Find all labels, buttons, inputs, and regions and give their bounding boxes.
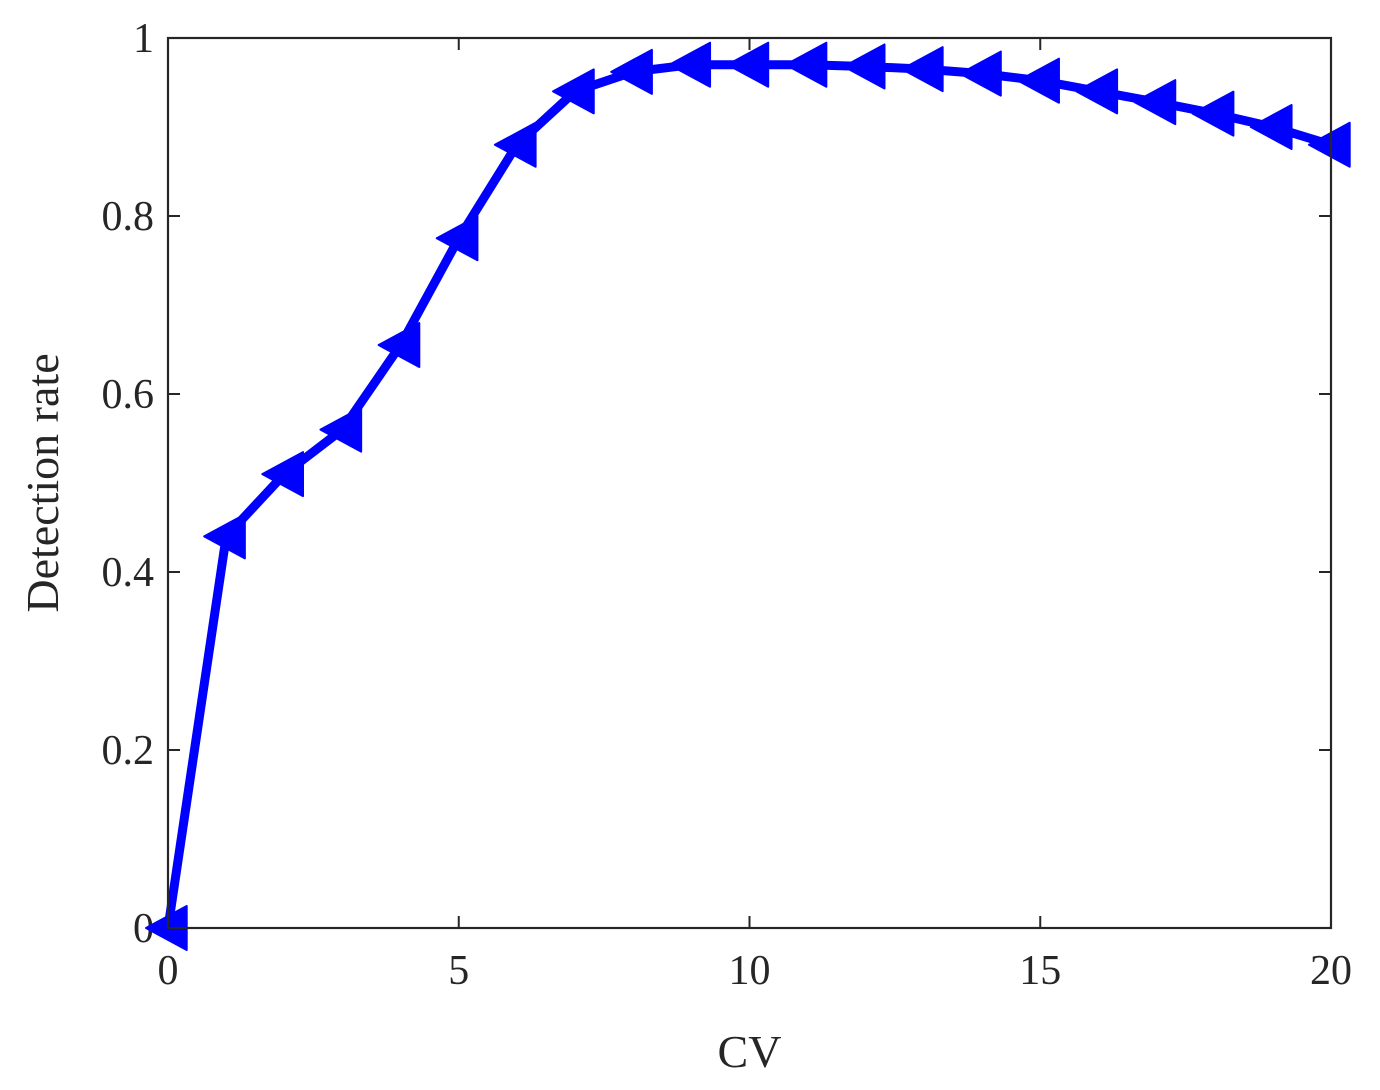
x-tick-label: 0 — [158, 948, 179, 994]
data-point-marker — [842, 43, 886, 90]
data-point-marker — [900, 46, 944, 93]
data-point-marker — [319, 406, 363, 453]
y-tick-label: 0.2 — [102, 728, 155, 774]
plot-area — [168, 38, 1331, 928]
y-axis-label: Detection rate — [17, 353, 68, 612]
y-tick-label: 0 — [133, 906, 154, 952]
series-layer — [145, 41, 1351, 951]
y-tick-labels: 0 0.2 0.4 0.6 0.8 1 — [102, 16, 155, 952]
x-tick-label: 15 — [1019, 948, 1061, 994]
data-point-marker — [1133, 79, 1177, 126]
data-point-marker — [377, 322, 421, 369]
data-point-marker — [552, 68, 595, 115]
data-point-marker — [493, 121, 537, 168]
data-point-marker — [726, 41, 770, 88]
data-point-marker — [1249, 104, 1293, 150]
x-axis-label: CV — [718, 1026, 782, 1077]
data-point-marker — [1308, 121, 1351, 168]
data-point-marker — [1017, 57, 1060, 104]
x-tick-label: 10 — [729, 948, 771, 994]
x-tick-label: 5 — [448, 948, 469, 994]
plot-frame — [166, 36, 1333, 930]
data-point-marker — [1191, 90, 1235, 137]
y-tick-label: 1 — [133, 16, 154, 62]
data-point-marker — [668, 41, 712, 88]
x-tick-labels: 0 5 10 15 20 — [158, 948, 1353, 994]
data-point-marker — [435, 215, 479, 262]
x-tick-label: 20 — [1310, 948, 1352, 994]
data-point-marker — [261, 451, 304, 498]
data-point-marker — [959, 50, 1002, 97]
y-tick-label: 0.8 — [102, 194, 155, 240]
data-point-marker — [1075, 68, 1119, 115]
y-tick-label: 0.4 — [102, 550, 155, 596]
data-point-marker — [784, 41, 828, 88]
y-tick-label: 0.6 — [102, 372, 155, 418]
data-point-marker — [610, 48, 653, 95]
data-point-marker — [203, 513, 246, 560]
